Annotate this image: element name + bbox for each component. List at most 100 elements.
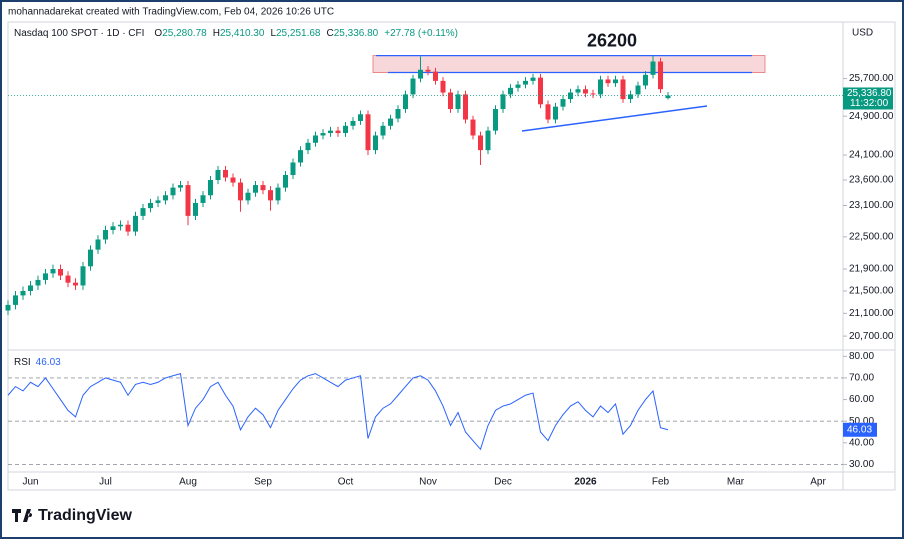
rsi-tick-label: 60.00 bbox=[849, 394, 874, 405]
candle-body bbox=[20, 290, 26, 296]
y-tick-label: 23,600.00 bbox=[849, 175, 894, 186]
candle-body bbox=[560, 99, 566, 107]
rsi-value: 46.03 bbox=[36, 357, 61, 368]
candle-body bbox=[590, 93, 596, 95]
candle-body bbox=[433, 71, 438, 81]
ohlc-value: 25,336.80 bbox=[334, 28, 379, 39]
currency: USD bbox=[852, 28, 873, 39]
candle-body bbox=[5, 304, 11, 311]
candle-body bbox=[245, 192, 251, 201]
candle-body bbox=[88, 249, 93, 267]
rsi-value-label: 46.03 bbox=[847, 424, 872, 435]
candle-body bbox=[80, 266, 86, 286]
candle-body bbox=[178, 185, 183, 188]
resistance-zone bbox=[372, 55, 766, 73]
last-price-box bbox=[843, 87, 893, 110]
candle-body bbox=[493, 109, 498, 131]
candle-body bbox=[223, 169, 228, 178]
change: +27.78 (+0.11%) bbox=[384, 28, 458, 39]
candle-body bbox=[553, 106, 558, 120]
watermark: mohannadarekat created with TradingView.… bbox=[8, 7, 334, 18]
brand: TradingView bbox=[38, 507, 133, 524]
symbol-legend: Nasdaq 100 SPOT · 1D · CFI O25,280.78 H25,… bbox=[14, 28, 458, 39]
candle-body bbox=[620, 79, 626, 100]
candle-body bbox=[395, 109, 401, 119]
y-tick-label: 23,100.00 bbox=[849, 200, 894, 211]
candle-body bbox=[290, 162, 296, 175]
x-tick-label: 2026 bbox=[574, 477, 597, 488]
rsi-tick-label: 50.00 bbox=[849, 416, 874, 427]
candle-body bbox=[350, 120, 356, 126]
x-tick-label: Apr bbox=[810, 477, 826, 488]
x-tick-label: Jun bbox=[22, 477, 38, 488]
candle-body bbox=[568, 92, 573, 100]
candle-body bbox=[515, 84, 521, 88]
symbol: Nasdaq 100 SPOT · 1D · CFI bbox=[14, 28, 144, 39]
candle-body bbox=[208, 180, 213, 196]
candle-body bbox=[43, 273, 48, 280]
y-tick-label: 22,500.00 bbox=[849, 231, 894, 242]
zone-label: 26200 bbox=[587, 30, 637, 50]
candle-body bbox=[545, 104, 551, 120]
candle-body bbox=[583, 89, 588, 94]
candle-body bbox=[665, 95, 671, 99]
candle-body bbox=[418, 69, 423, 79]
candle-body bbox=[170, 187, 176, 196]
candle-body bbox=[365, 114, 371, 151]
y-tick-label: 21,900.00 bbox=[849, 264, 894, 275]
rsi-tick-label: 80.00 bbox=[849, 351, 874, 362]
candle-body bbox=[140, 208, 146, 216]
candle-body bbox=[508, 87, 513, 95]
candle-body bbox=[298, 150, 303, 163]
candle-body bbox=[425, 69, 431, 72]
candle-body bbox=[253, 185, 258, 193]
candle-body bbox=[328, 130, 333, 134]
countdown: 11:32:00 bbox=[850, 98, 889, 109]
ohlc-key: L bbox=[270, 28, 276, 39]
x-tick-label: Feb bbox=[652, 477, 670, 488]
candle-body bbox=[185, 185, 191, 216]
candle-body bbox=[485, 130, 491, 151]
candle-body bbox=[320, 133, 326, 136]
candle-body bbox=[238, 182, 243, 201]
candle-body bbox=[628, 94, 633, 100]
y-tick-label: 25,700.00 bbox=[849, 73, 894, 84]
candle-body bbox=[73, 282, 78, 286]
candle-body bbox=[268, 190, 273, 201]
candle-body bbox=[283, 174, 288, 188]
candle-body bbox=[58, 269, 63, 276]
candle-body bbox=[65, 275, 71, 283]
candle-body bbox=[538, 77, 543, 105]
candle-body bbox=[260, 185, 266, 191]
candle-body bbox=[403, 94, 408, 110]
candle-body bbox=[13, 295, 18, 305]
x-tick-label: Nov bbox=[419, 477, 437, 488]
candle-body bbox=[523, 80, 528, 85]
candle-body bbox=[380, 125, 386, 136]
candle-body bbox=[343, 125, 348, 134]
candle-body bbox=[125, 224, 131, 232]
y-tick-label: 24,100.00 bbox=[849, 150, 894, 161]
y-tick-label: 21,100.00 bbox=[849, 308, 894, 319]
candle-body bbox=[148, 202, 153, 209]
rsi-tick-label: 30.00 bbox=[849, 459, 874, 470]
candle-body bbox=[103, 229, 108, 240]
candle-body bbox=[650, 61, 656, 75]
candle-body bbox=[313, 135, 318, 143]
ohlc-value: 25,410.30 bbox=[220, 28, 265, 39]
y-tick-label: 20,700.00 bbox=[849, 331, 894, 342]
candle-body bbox=[305, 142, 311, 151]
x-tick-label: Sep bbox=[254, 477, 272, 488]
candle-body bbox=[28, 285, 33, 291]
candle-body bbox=[133, 215, 138, 232]
x-tick-label: Oct bbox=[338, 477, 354, 488]
x-tick-label: Aug bbox=[179, 477, 197, 488]
y-tick-label: 21,500.00 bbox=[849, 286, 894, 297]
candle-body bbox=[50, 269, 56, 274]
x-tick-label: Mar bbox=[727, 477, 745, 488]
candle-body bbox=[388, 118, 393, 126]
candle-body bbox=[110, 226, 116, 230]
candle-body bbox=[275, 187, 281, 201]
